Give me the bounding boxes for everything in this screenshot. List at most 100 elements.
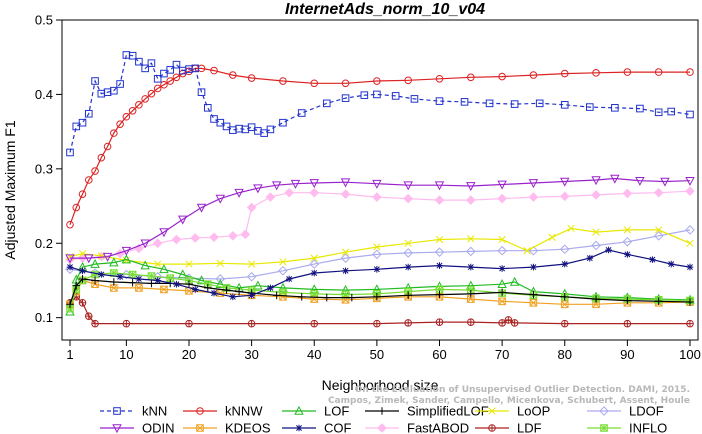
data-point-ldof [403,248,413,258]
legend-label: LoOP [517,404,550,419]
data-point-cof [586,254,594,262]
data-point-knn [197,88,206,96]
data-point-knnw [310,79,319,88]
data-point-loop [686,239,694,247]
data-point-ldf [185,319,193,328]
data-point-fastabod [240,229,251,240]
data-point-loop [404,239,412,247]
data-point-simplifiedlof [272,291,281,300]
legend-item-lof: LOF [282,404,349,419]
data-point-loop [467,235,475,243]
data-point-knn [460,98,469,106]
data-point-odin [497,180,507,190]
data-point-knn [360,91,369,99]
data-point-knnw [66,220,74,229]
data-point-knnw [160,80,168,89]
data-point-fastabod [497,193,507,204]
data-point-knnw [97,153,106,162]
data-point-knn [435,97,444,105]
data-point-simplifiedlof [185,280,193,288]
data-point-knn [91,77,99,85]
data-point-loop [279,258,287,266]
data-point-simplifiedlof [467,290,475,298]
data-point-knnw [560,69,569,78]
legend-label: FastABOD [407,421,469,434]
data-point-fastabod [591,190,601,200]
data-point-cof [267,284,274,292]
data-point-loop [78,250,87,258]
data-point-knn [410,95,419,103]
data-point-knnw [166,77,175,85]
data-point-knn [585,103,594,111]
data-point-ldof [372,249,382,260]
data-point-knn [210,115,218,123]
data-point-knn [686,110,694,119]
data-point-cof [210,289,218,297]
data-point-ldof [215,274,226,284]
data-point-simplifiedlof [235,287,243,296]
data-point-knn [153,74,162,83]
series-line-simplifiedlof [69,278,691,305]
data-point-knnw [172,73,181,82]
data-point-cof [373,266,381,273]
data-point-fastabod [528,192,539,202]
data-point-knn [341,94,350,102]
data-point-inflo [310,290,319,298]
data-point-inflo [128,270,137,279]
data-point-knn [216,118,225,127]
data-point-loop [435,235,444,244]
data-point-odin [591,176,601,186]
data-point-ldf [435,318,444,326]
data-point-knn [128,51,137,60]
data-point-cof [467,263,475,271]
data-point-knnw [498,72,506,81]
data-point-knn [297,109,306,117]
series-fastabod [65,186,695,265]
data-point-fastabod [622,188,633,199]
data-point-knnw [686,68,694,76]
legend-label: LDOF [629,404,664,419]
data-point-cof [191,286,199,293]
data-point-knnw [110,129,118,137]
data-point-ldf [373,319,381,328]
x-axis-label: Neighborhood size [322,377,439,393]
data-point-inflo [91,270,99,279]
data-point-knn [116,80,124,88]
plot-frame [61,19,699,341]
data-point-knnw [153,84,162,93]
legend-label: kNNW [225,404,263,419]
data-point-ldf [467,318,475,326]
data-point-simplifiedlof [66,300,74,309]
data-point-knnw [373,77,381,85]
data-point-kdeos [529,298,538,307]
series-odin [65,174,695,264]
data-point-cof [649,256,656,263]
data-point-cof [79,267,86,275]
legend-marker-cof [295,424,303,432]
data-point-fastabod [559,191,570,202]
x-tick-label: 100 [679,347,701,362]
series-knn [66,51,694,157]
data-point-ldof [685,225,695,235]
legend-marker-fastabod [377,423,387,433]
data-point-lof [253,280,263,290]
data-point-ldof [559,244,570,255]
data-point-fastabod [466,195,476,205]
data-point-knnw [247,74,256,82]
x-tick-label: 70 [495,347,509,362]
data-point-cof [561,260,569,268]
data-point-loop [373,243,381,251]
data-point-knn [560,101,569,109]
data-point-knn [636,104,644,113]
data-point-knn [322,99,331,108]
data-point-inflo [166,274,175,283]
legend-marker-inflo [600,424,608,432]
data-point-simplifiedlof [623,296,632,305]
watermark-line-2: On the Evaluation of Unsupervised Outlie… [355,385,690,395]
data-point-loop [623,226,632,234]
data-point-loop [247,260,256,268]
data-point-knnw [529,71,538,79]
data-point-fastabod [171,234,182,245]
data-point-odin [660,177,670,187]
data-point-knnw [72,203,81,212]
